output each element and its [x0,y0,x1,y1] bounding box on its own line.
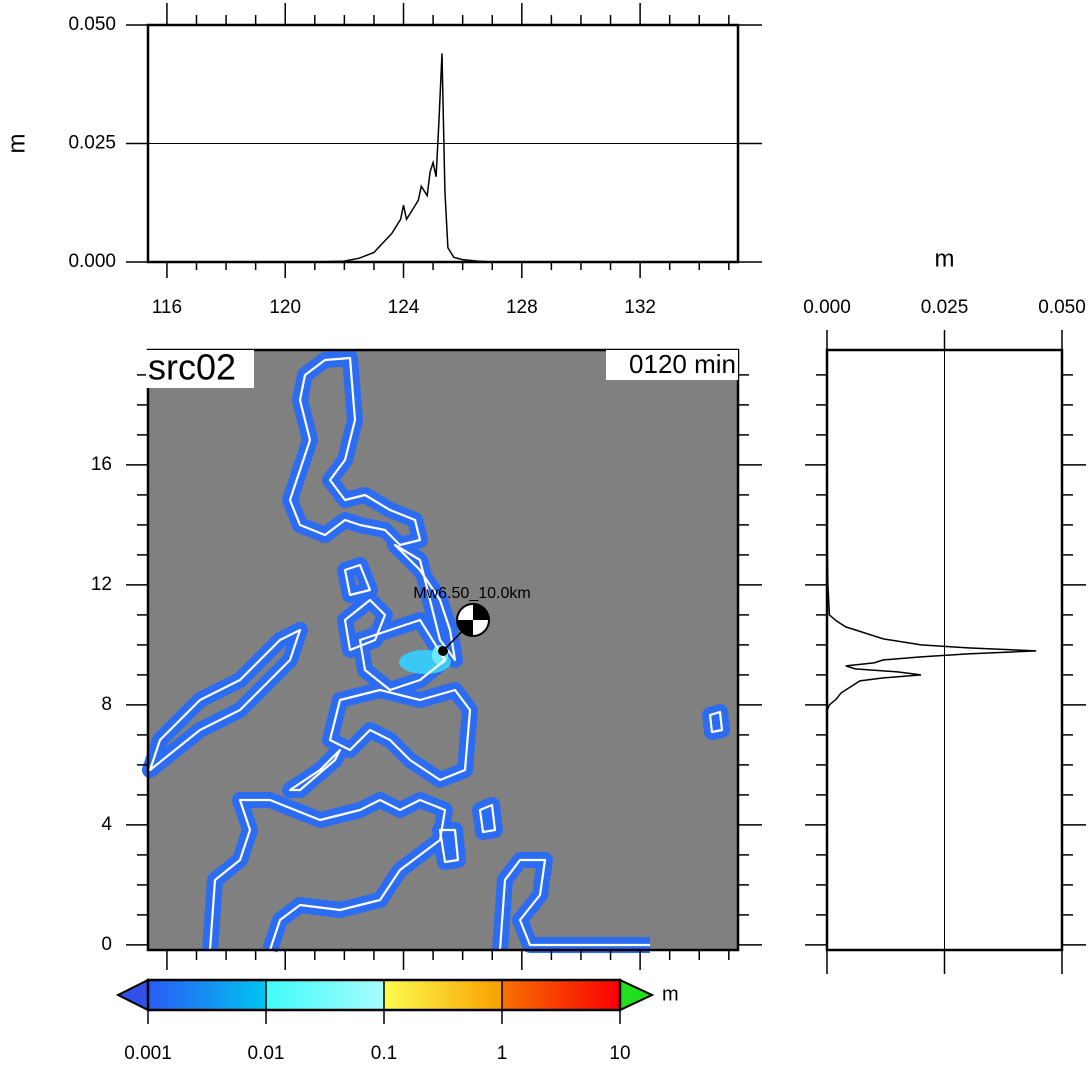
map-time: 0120 min [629,349,736,379]
color-segment [266,980,384,1010]
color-segment [384,980,502,1010]
x-tick-label: 0.000 [803,297,851,318]
frame [146,23,740,264]
y-tick-label: 0.050 [68,14,116,35]
over-triangle [619,978,655,1012]
beachball-quadrant [473,604,489,620]
y-tick-label: 4 [101,814,112,835]
y-tick-label: 0 [101,934,112,955]
colorbar-tick-label: 0.01 [248,1043,285,1064]
y-tick-label: 0.000 [68,251,116,272]
color-segment [502,980,620,1010]
profile-line [826,524,1037,950]
x-axis-label: m [935,245,955,272]
x-tick-label: 116 [152,297,182,318]
y-axis-label: m [3,134,30,154]
y-tick-label: 16 [91,454,112,475]
time-box [606,350,738,380]
x-tick-label: 120 [269,297,301,318]
x-tick-label: 124 [388,297,420,318]
title-box [146,350,254,388]
frame [825,348,1064,952]
colorbar-label: m [662,983,679,1005]
beachball-quadrant [457,620,473,636]
y-tick-label: 12 [91,574,112,595]
color-segment [148,980,266,1010]
x-tick-label: 0.050 [1038,297,1086,318]
y-tick-label: 0.025 [68,133,116,154]
x-tick-label: 0.025 [921,297,969,318]
x-tick-label: 132 [624,297,656,318]
y-tick-label: 8 [101,694,112,715]
event-label: Mw6.50_10.0km [413,585,530,602]
colorbar-tick-label: 0.001 [124,1043,172,1064]
colorbar-tick-label: 1 [497,1043,508,1064]
under-triangle [115,978,149,1012]
frame [146,348,740,952]
colorbar-tick-label: 10 [609,1043,630,1064]
profile-line [149,53,738,263]
x-tick-label: 128 [506,297,538,318]
map-title: src02 [148,347,236,388]
colorbar-tick-label: 0.1 [371,1043,397,1064]
epicenter [438,646,448,656]
